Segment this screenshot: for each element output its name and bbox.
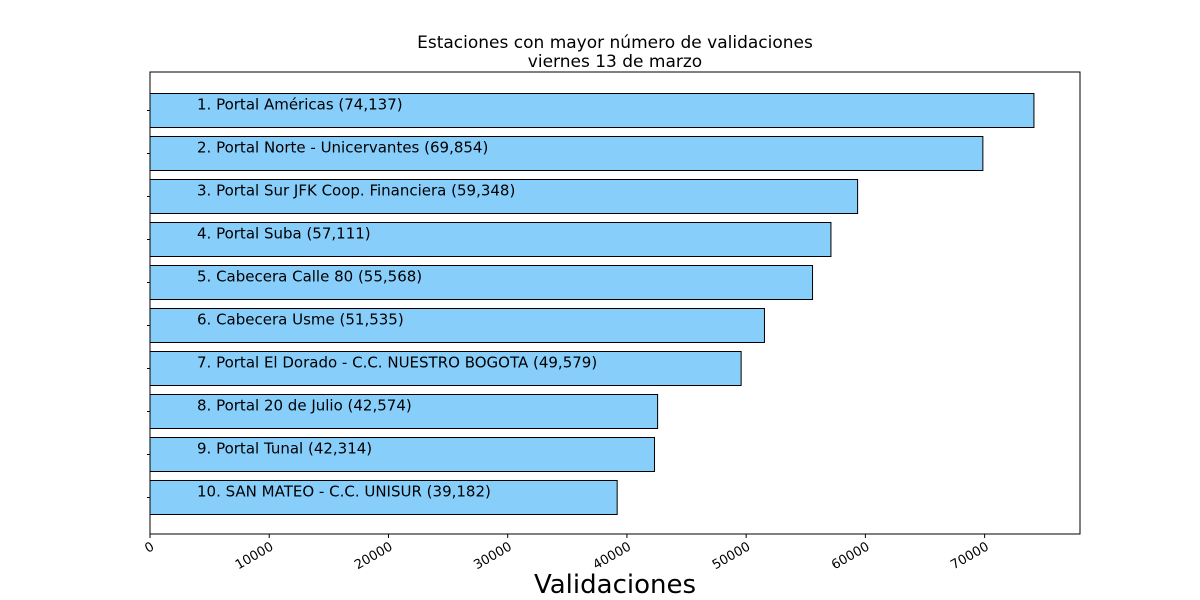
bar	[149, 265, 814, 300]
bar-label: 3. Portal Sur JFK Coop. Financiera (59,3…	[197, 182, 515, 200]
bar-label: 5. Cabecera Calle 80 (55,568)	[197, 268, 422, 286]
bar	[149, 351, 742, 386]
x-tick-label: 50000	[710, 539, 753, 573]
x-tick-label: 40000	[591, 539, 634, 573]
bar-label: 6. Cabecera Usme (51,535)	[197, 311, 404, 329]
x-tick-label: 10000	[233, 539, 276, 573]
x-tick-label: 60000	[829, 539, 872, 573]
chart-title: Estaciones con mayor número de validacio…	[417, 33, 813, 53]
x-tick-label: 0	[142, 539, 157, 556]
bar-label: 8. Portal 20 de Julio (42,574)	[197, 397, 412, 415]
x-tick-label: 20000	[352, 539, 395, 573]
bar-label: 7. Portal El Dorado - C.C. NUESTRO BOGOT…	[197, 354, 597, 372]
bars-group: 1. Portal Américas (74,137) 2. Portal Nor…	[149, 93, 1035, 515]
bar-label: 1. Portal Américas (74,137)	[197, 96, 403, 114]
bar-label: 4. Portal Suba (57,111)	[197, 225, 371, 243]
bar	[149, 93, 1035, 128]
x-axis-ticks: 0 10000 20000 30000 40000 50000 60000 70000	[142, 534, 992, 573]
bar-label: 10. SAN MATEO - C.C. UNISUR (39,182)	[197, 483, 491, 501]
bar	[149, 222, 832, 257]
y-ticks	[147, 110, 150, 498]
bar	[149, 179, 859, 214]
bar-label: 2. Portal Norte - Unicervantes (69,854)	[197, 139, 488, 157]
x-tick-label: 70000	[948, 539, 991, 573]
chart-subtitle: viernes 13 de marzo	[528, 52, 702, 72]
bar	[149, 480, 618, 515]
x-axis-label: Validaciones	[534, 570, 696, 600]
bar	[149, 136, 984, 171]
plot-frame	[149, 71, 1081, 535]
bar-label: 9. Portal Tunal (42,314)	[197, 440, 372, 458]
x-tick-label: 30000	[471, 539, 514, 573]
